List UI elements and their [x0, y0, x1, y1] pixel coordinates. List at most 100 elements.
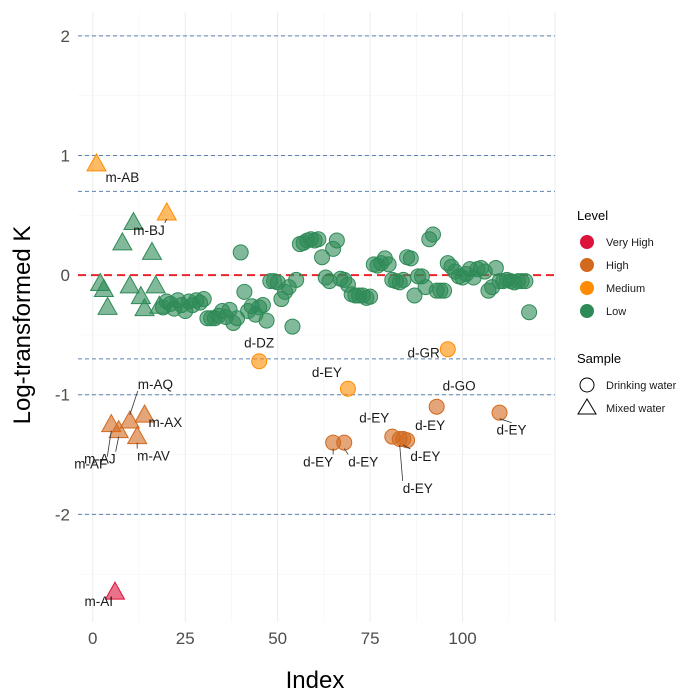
y-axis-ticks: 2 1 0 -1 -2 — [55, 27, 70, 524]
legend: Level Very High High Medium Low Sample Drinkin… — [577, 208, 677, 415]
point-label: m-AX — [149, 415, 183, 430]
circle-point — [288, 271, 305, 288]
circle-point — [339, 380, 356, 397]
point-label: d-EY — [312, 365, 342, 380]
circle-point — [402, 250, 419, 267]
x-axis-title: Index — [286, 667, 345, 694]
circle-point — [314, 249, 331, 266]
circle-point — [254, 297, 271, 314]
point-label: m-AV — [137, 449, 170, 464]
grid — [78, 12, 556, 622]
x-tick-label: 25 — [176, 629, 195, 648]
legend-sample-label: Mixed water — [606, 403, 666, 415]
circle-point — [236, 283, 253, 300]
point-label: m-AB — [105, 170, 139, 185]
circle-point — [428, 398, 445, 415]
circle-point — [328, 232, 345, 249]
circle-point — [517, 273, 534, 290]
legend-level-label: Low — [606, 306, 626, 318]
point-label: m-AF — [74, 457, 107, 472]
point-label: d-EY — [415, 418, 445, 433]
triangle-point — [156, 201, 178, 221]
triangle-point — [119, 410, 141, 429]
y-tick-label: -1 — [55, 386, 70, 405]
legend-level-title: Level — [577, 208, 608, 223]
legend-level-label: Medium — [606, 283, 645, 295]
circle-point — [439, 341, 456, 358]
circle-point — [406, 287, 423, 304]
circle-point — [229, 310, 245, 327]
circle-point — [362, 288, 379, 305]
triangle-point — [86, 152, 107, 172]
data-points — [86, 152, 538, 600]
x-tick-label: 50 — [268, 629, 287, 648]
x-tick-label: 0 — [88, 629, 97, 648]
y-tick-label: 2 — [61, 27, 70, 46]
point-label: m-BJ — [133, 223, 165, 238]
x-axis-ticks: 0 25 50 75 100 — [88, 629, 477, 648]
point-labels: m-AB m-BJ m-AFm-AJ m-AQ m-AV m-AX m-AI d-DZ d-EY… — [74, 170, 526, 609]
triangle-point — [134, 404, 155, 423]
circle-point — [424, 226, 441, 243]
point-label: m-AJ — [84, 452, 116, 467]
triangle-point — [126, 425, 148, 445]
legend-sample-label: Drinking water — [606, 380, 677, 392]
y-axis-title: Log-transformed K — [9, 226, 36, 425]
triangle-point — [130, 285, 152, 305]
point-label: m-AQ — [138, 377, 173, 392]
legend-level-swatch — [580, 281, 594, 295]
y-tick-label: 0 — [61, 266, 70, 285]
label-connector — [115, 436, 120, 452]
label-connector — [399, 444, 404, 482]
legend-level-swatch — [580, 304, 594, 318]
circle-point — [336, 434, 353, 451]
point-label: d-EY — [403, 481, 433, 496]
label-connector — [499, 418, 512, 424]
point-label: d-EY — [348, 455, 378, 470]
circle-point — [380, 256, 397, 273]
triangle-point — [97, 296, 118, 315]
circle-point — [399, 432, 416, 449]
circle-point — [487, 259, 504, 276]
circle-point — [436, 282, 453, 299]
triangle-point — [145, 274, 167, 294]
point-label: d-GR — [408, 345, 441, 360]
legend-level-label: Very High — [606, 237, 654, 249]
label-connector — [129, 390, 139, 416]
point-label: d-EY — [303, 455, 333, 470]
x-tick-label: 100 — [448, 629, 476, 648]
circle-point — [284, 318, 301, 335]
y-tick-label: -2 — [55, 505, 70, 524]
point-label: d-DZ — [244, 335, 274, 350]
legend-sample-title: Sample — [577, 351, 621, 366]
circle-point — [251, 353, 268, 370]
triangle-point — [104, 581, 126, 600]
point-label: d-GO — [443, 379, 476, 394]
triangle-point — [119, 274, 141, 294]
reference-lines — [78, 35, 555, 515]
triangle-point — [93, 278, 115, 297]
label-connector — [164, 218, 168, 224]
legend-level-swatch — [580, 258, 594, 272]
circle-point — [521, 304, 538, 321]
legend-sample-swatch — [577, 398, 597, 415]
point-label: d-EY — [359, 411, 389, 426]
point-label: m-AI — [84, 594, 113, 609]
triangle-point — [112, 231, 133, 251]
circle-point — [395, 271, 412, 288]
y-tick-label: 1 — [61, 147, 70, 166]
circle-point — [232, 244, 249, 261]
label-connector — [403, 444, 411, 450]
legend-sample-swatch — [579, 377, 595, 393]
circle-point — [491, 404, 508, 421]
triangle-point — [141, 241, 163, 260]
label-connector — [343, 448, 349, 455]
triangle-point — [134, 297, 155, 317]
triangle-point — [123, 211, 144, 231]
circle-point — [195, 291, 212, 308]
point-label: d-EY — [410, 449, 440, 464]
label-connector — [106, 430, 112, 457]
point-label: d-EY — [497, 423, 527, 438]
x-tick-label: 75 — [361, 629, 380, 648]
